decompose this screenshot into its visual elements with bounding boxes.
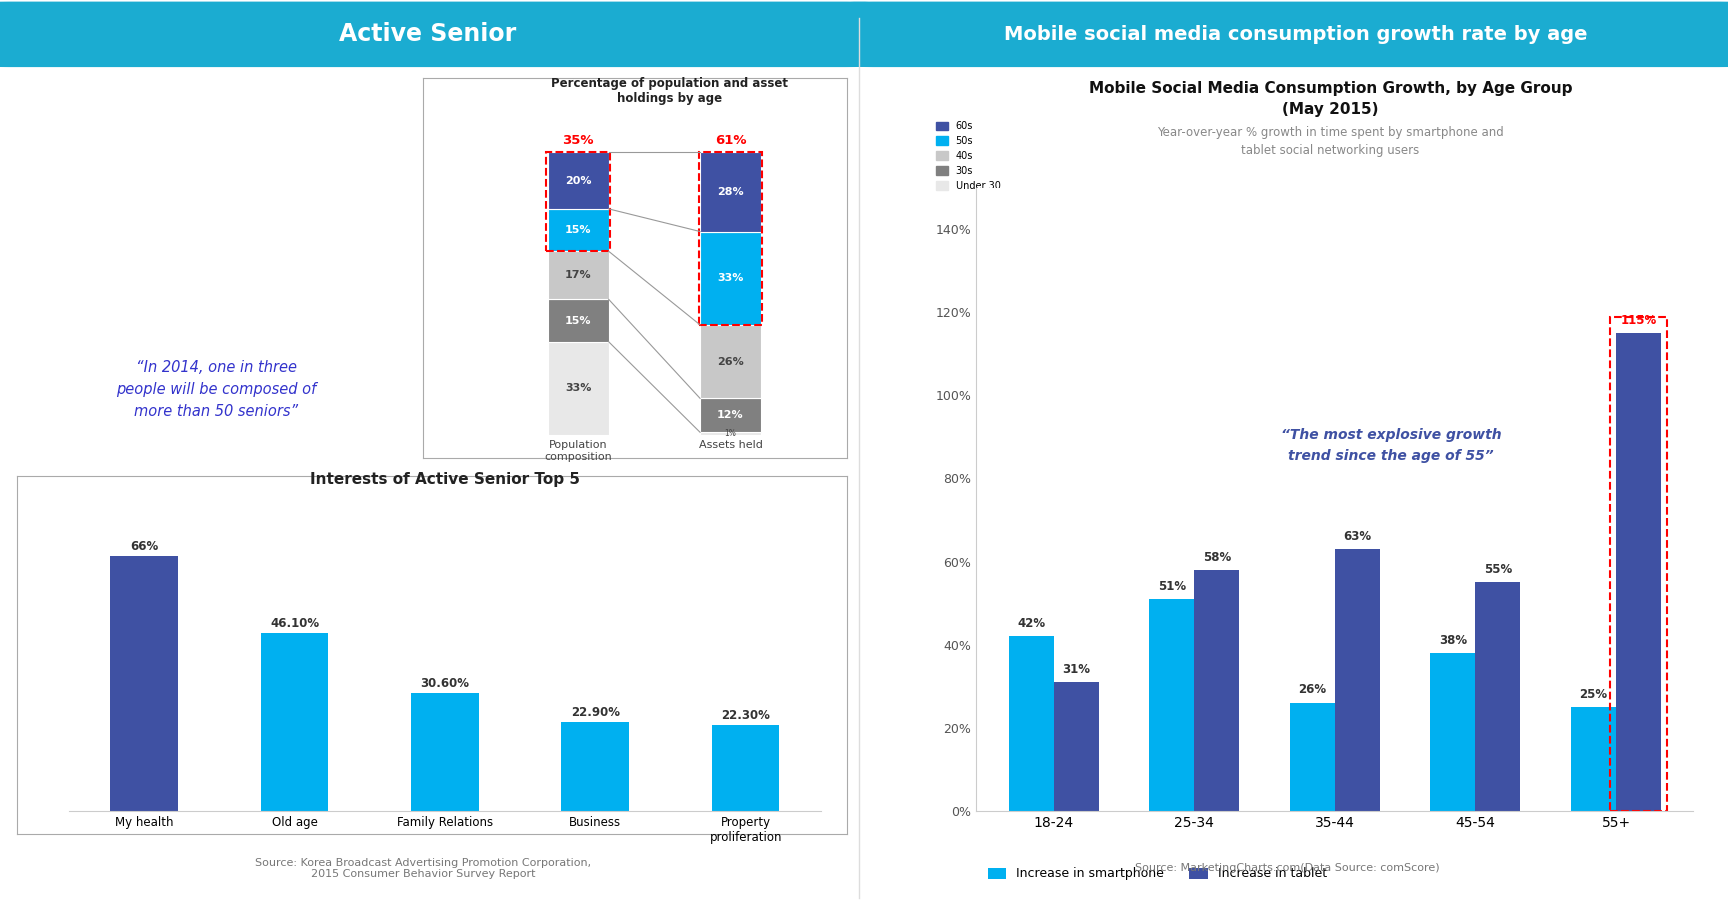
Bar	[698, 152, 762, 325]
Text: Active Senior: Active Senior	[339, 22, 517, 47]
Title: Percentage of population and asset
holdings by age: Percentage of population and asset holdi…	[551, 77, 788, 104]
Text: Mobile Social Media Consumption Growth, by Age Group
(May 2015): Mobile Social Media Consumption Growth, …	[1089, 81, 1572, 116]
Bar	[548, 300, 608, 342]
Bar	[1194, 570, 1239, 811]
Text: 115%: 115%	[1621, 314, 1657, 327]
Bar	[1610, 317, 1668, 811]
FancyBboxPatch shape	[829, 2, 1728, 67]
Bar	[1616, 333, 1661, 811]
Bar	[1054, 682, 1099, 811]
Text: 22.30%: 22.30%	[721, 709, 771, 722]
Bar	[261, 633, 328, 811]
Text: 1%: 1%	[724, 430, 736, 438]
Text: 25%: 25%	[1579, 688, 1607, 701]
Text: Year-over-year % growth in time spent by smartphone and
tablet social networking: Year-over-year % growth in time spent by…	[1158, 126, 1503, 158]
Text: 66%: 66%	[130, 540, 159, 553]
Text: “In 2014, one in three
people will be composed of
more than 50 seniors”: “In 2014, one in three people will be co…	[116, 360, 316, 420]
Text: 17%: 17%	[565, 270, 591, 280]
Bar	[700, 325, 760, 398]
Text: Source: MarketingCharts.com(Data Source: comScore): Source: MarketingCharts.com(Data Source:…	[1135, 864, 1439, 873]
Text: “The most explosive growth
trend since the age of 55”: “The most explosive growth trend since t…	[1280, 428, 1502, 463]
Text: 61%: 61%	[715, 134, 746, 147]
Text: 51%: 51%	[1158, 580, 1185, 593]
Legend: Increase in smartphone, Increase in tablet: Increase in smartphone, Increase in tabl…	[983, 862, 1332, 886]
Bar	[548, 342, 608, 435]
Text: 31%: 31%	[1063, 662, 1090, 676]
Bar	[411, 692, 479, 811]
Text: 26%: 26%	[1298, 683, 1327, 696]
Bar	[1431, 653, 1476, 811]
Bar	[1334, 549, 1381, 811]
Text: Source: Korea Broadcast Advertising Promotion Corporation,
2015 Consumer Behavio: Source: Korea Broadcast Advertising Prom…	[256, 857, 591, 879]
Text: 55%: 55%	[1484, 563, 1512, 576]
Text: 33%: 33%	[565, 384, 591, 394]
Bar	[546, 152, 610, 251]
Text: 26%: 26%	[717, 356, 743, 366]
Bar	[1476, 583, 1521, 811]
Text: 35%: 35%	[563, 134, 594, 147]
Text: 15%: 15%	[565, 316, 591, 325]
Bar	[700, 232, 760, 325]
Bar	[700, 152, 760, 232]
Bar	[111, 556, 178, 811]
Title: Interests of Active Senior Top 5: Interests of Active Senior Top 5	[309, 472, 581, 486]
Text: 30.60%: 30.60%	[420, 677, 470, 690]
Bar	[1571, 707, 1616, 811]
FancyBboxPatch shape	[0, 2, 888, 67]
Text: 20%: 20%	[565, 176, 591, 186]
Text: 33%: 33%	[717, 273, 743, 283]
Text: 12%: 12%	[717, 410, 743, 420]
Text: 42%: 42%	[1018, 617, 1045, 630]
Bar	[562, 723, 629, 811]
Bar	[1009, 637, 1054, 811]
Bar	[548, 251, 608, 300]
Text: 15%: 15%	[565, 225, 591, 235]
Bar	[1289, 703, 1334, 811]
Bar	[700, 432, 760, 435]
Bar	[548, 152, 608, 209]
Text: 28%: 28%	[717, 187, 743, 197]
Text: Mobile social media consumption growth rate by age: Mobile social media consumption growth r…	[1004, 25, 1588, 44]
Bar	[548, 209, 608, 251]
Legend: 60s, 50s, 40s, 30s, Under 30: 60s, 50s, 40s, 30s, Under 30	[937, 121, 1001, 191]
Text: 38%: 38%	[1439, 634, 1467, 647]
Text: 63%: 63%	[1343, 529, 1372, 543]
Bar	[712, 725, 779, 811]
Text: 22.90%: 22.90%	[570, 706, 620, 719]
Text: 46.10%: 46.10%	[270, 616, 320, 630]
Text: 58%: 58%	[1203, 551, 1230, 563]
Bar	[1149, 599, 1194, 811]
Bar	[700, 398, 760, 432]
